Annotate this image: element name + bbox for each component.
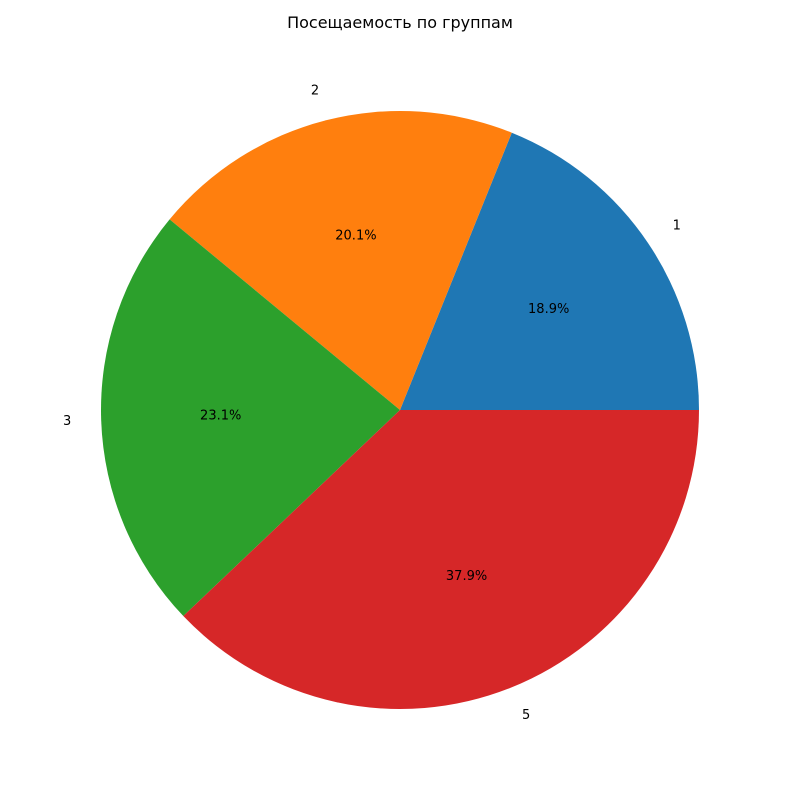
slice-percent-5: 37.9% (446, 569, 487, 584)
slice-label-5: 5 (522, 708, 530, 723)
pie-slice-5 (183, 410, 699, 709)
slice-label-3: 3 (63, 414, 71, 429)
slice-percent-3: 23.1% (200, 409, 241, 424)
slice-percent-1: 18.9% (528, 302, 569, 317)
pie-slice-3 (100, 219, 400, 617)
chart-title: Посещаемость по группам (287, 13, 513, 32)
slice-label-2: 2 (311, 84, 319, 99)
pie-slice-1 (400, 132, 699, 410)
pie-slice-2 (169, 111, 512, 411)
slice-percent-2: 20.1% (335, 229, 376, 244)
slice-label-1: 1 (673, 218, 681, 233)
